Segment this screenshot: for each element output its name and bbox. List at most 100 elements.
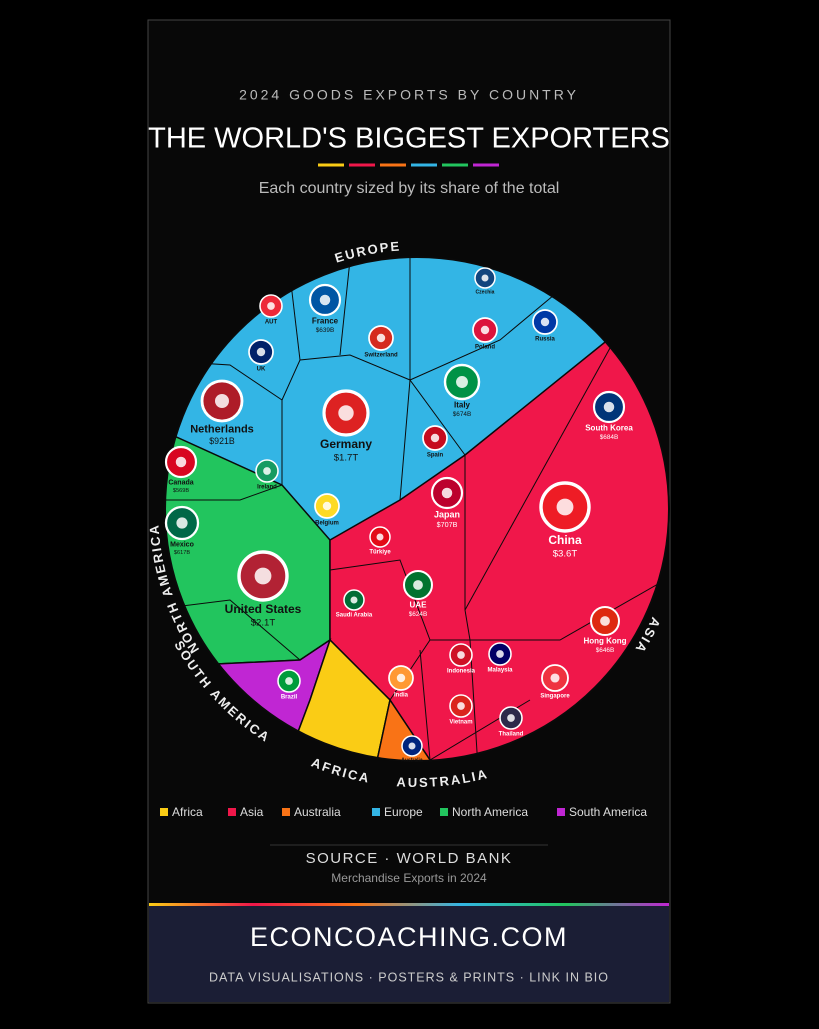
legend-label: Africa (172, 805, 203, 819)
country-name: Poland (475, 344, 495, 350)
country-name: Hong Kong (583, 637, 626, 646)
country-value: $617B (174, 550, 190, 556)
flag-emblem (176, 517, 188, 529)
country: France$639B (308, 283, 342, 334)
country: Indonesia (447, 643, 476, 674)
country: Canada $569B (164, 445, 198, 494)
country-value: $674B (453, 411, 471, 418)
country-name: India (394, 692, 409, 698)
country: Russia (532, 309, 558, 342)
country-name: Malaysia (487, 667, 513, 673)
country: Japan$707B (430, 476, 464, 529)
country-name: Saudi Arabia (336, 612, 373, 618)
country: Australia (401, 735, 423, 763)
country-name: Singapore (540, 693, 570, 699)
country-name: Czechia (476, 289, 495, 295)
country: South Korea$684B (585, 390, 633, 441)
flag-emblem (175, 456, 187, 468)
country-name: Vietnam (449, 719, 472, 725)
flag-emblem (600, 616, 610, 626)
flag-emblem (215, 394, 229, 408)
cell-borders (165, 257, 669, 761)
country: Mexico $617B (164, 505, 200, 556)
flag-emblem (556, 498, 574, 516)
flag-emblem (441, 487, 453, 499)
country: Singapore (540, 664, 570, 699)
kicker: 2024 GOODS EXPORTS BY COUNTRY (239, 87, 579, 103)
country-name: Italy (454, 401, 471, 410)
country-name: Netherlands (190, 424, 254, 436)
country-name: Mexico (170, 541, 194, 548)
country-name: Thailand (499, 731, 524, 737)
country-name: Indonesia (447, 668, 476, 674)
country-value: $684B (600, 434, 618, 441)
country: India (388, 665, 414, 698)
flag-emblem (376, 333, 386, 343)
region-australia (374, 698, 483, 761)
title: THE WORLD'S BIGGEST EXPORTERS (148, 123, 670, 155)
country: Germany$1.7T (320, 389, 372, 463)
circle-outline (164, 256, 670, 762)
country-name: Japan (434, 510, 460, 520)
country: Poland (472, 317, 498, 350)
legend-label: North America (452, 805, 528, 819)
country: Ireland (255, 459, 279, 490)
country-value: $921B (209, 436, 235, 446)
country: Vietnam (449, 694, 473, 725)
flag-emblem (457, 651, 465, 659)
site: ECONCOACHING.COM (250, 922, 568, 952)
flag-emblem (285, 677, 293, 685)
legend-swatch (557, 808, 565, 816)
country-name: Germany (320, 437, 372, 451)
country: AUT (259, 294, 283, 325)
flag-emblem (338, 405, 354, 421)
flag-emblem (481, 274, 489, 282)
country-name: AUT (265, 319, 278, 325)
country-name: UK (257, 366, 266, 372)
legend-swatch (160, 808, 168, 816)
country-value: $2.1T (251, 617, 276, 628)
flag-emblem (267, 302, 275, 310)
flag-emblem (256, 347, 266, 357)
country-name: Russia (535, 336, 555, 342)
country-name: United States (225, 602, 302, 616)
flag-emblem (496, 650, 504, 658)
country: United States$2.1T (225, 550, 302, 628)
country-value: $3.6T (553, 548, 578, 559)
country-name: Spain (427, 452, 444, 458)
country-name: Switzerland (364, 352, 398, 358)
country-name: Australia (401, 757, 423, 763)
flag-emblem (603, 401, 615, 413)
country: Malaysia (487, 642, 513, 673)
country: Switzerland (364, 325, 398, 358)
flag-emblem (457, 702, 465, 710)
footer-band (149, 903, 669, 1002)
country: Netherlands$921B (190, 379, 254, 446)
country-name: South Korea (585, 424, 633, 433)
legend-label: Asia (240, 805, 264, 819)
country: Thailand (499, 706, 524, 737)
country: Italy$674B (443, 363, 481, 418)
country-name: Ireland (257, 484, 277, 490)
flag-emblem (550, 673, 560, 683)
legend-label: Australia (294, 805, 341, 819)
subtitle: Each country sized by its share of the t… (259, 180, 560, 197)
country-name: France (312, 317, 339, 326)
flag-emblem (456, 376, 468, 388)
country-value: $639B (316, 327, 334, 334)
flag-emblem (319, 294, 331, 306)
rainbow-line (149, 903, 669, 906)
flag-emblem (540, 317, 550, 327)
legend-label: Europe (384, 805, 423, 819)
country-name: Belgium (315, 520, 339, 526)
source-note: Merchandise Exports in 2024 (331, 871, 487, 885)
flag-emblem (396, 673, 406, 683)
country-value: $624B (409, 611, 427, 618)
country: Spain (422, 425, 448, 458)
country: UAE$624B (403, 570, 433, 618)
flag-emblem (254, 567, 272, 585)
legend-swatch (372, 808, 380, 816)
legend-swatch (228, 808, 236, 816)
country: Saudi Arabia (336, 589, 373, 618)
